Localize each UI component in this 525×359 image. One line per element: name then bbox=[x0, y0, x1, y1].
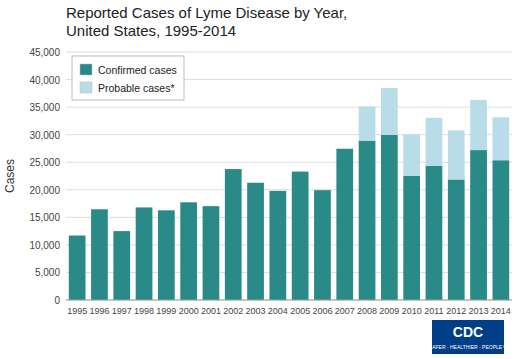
y-tick-label: 40,000 bbox=[29, 75, 60, 86]
bar bbox=[203, 206, 220, 300]
bar bbox=[136, 207, 153, 208]
bar bbox=[91, 209, 108, 300]
bar bbox=[180, 202, 197, 203]
x-tick-label: 2011 bbox=[424, 306, 443, 316]
bar bbox=[136, 207, 153, 300]
bar bbox=[314, 190, 331, 191]
grid-line bbox=[66, 272, 512, 273]
grid-line bbox=[66, 217, 512, 218]
bar bbox=[426, 118, 443, 166]
bar bbox=[113, 231, 130, 232]
x-tick-label: 1996 bbox=[89, 306, 109, 316]
bar bbox=[381, 88, 398, 135]
bar bbox=[448, 179, 465, 300]
y-tick-label: 35,000 bbox=[29, 102, 60, 113]
bar bbox=[381, 135, 398, 300]
x-tick-label: 2007 bbox=[335, 306, 355, 316]
x-tick-label: 1995 bbox=[67, 306, 87, 316]
y-tick-label: 0 bbox=[54, 295, 60, 306]
grid bbox=[66, 52, 512, 300]
title: Reported Cases of Lyme Disease by Year, bbox=[66, 4, 347, 21]
bar bbox=[225, 169, 242, 170]
bar bbox=[336, 148, 353, 149]
y-tick-label: 5,000 bbox=[35, 267, 60, 278]
y-tick-label: 45,000 bbox=[29, 47, 60, 58]
bars bbox=[69, 88, 509, 300]
bar bbox=[158, 210, 175, 300]
annotation: SAFER · HEALTHIER · PEOPLE™ bbox=[429, 344, 507, 350]
bar bbox=[292, 171, 309, 172]
bar bbox=[113, 231, 130, 300]
y-tick-label: 10,000 bbox=[29, 240, 60, 251]
grid-line bbox=[66, 107, 512, 108]
grid-line bbox=[66, 134, 512, 135]
bar bbox=[336, 149, 353, 300]
bar bbox=[470, 150, 487, 300]
bar bbox=[403, 134, 420, 175]
legend-swatch bbox=[80, 82, 92, 93]
y-tick-label: 30,000 bbox=[29, 130, 60, 141]
x-tick-label: 1999 bbox=[156, 306, 176, 316]
x-tick-label: 1998 bbox=[134, 306, 154, 316]
bar bbox=[269, 190, 286, 191]
x-tick-label: 2002 bbox=[223, 306, 243, 316]
x-tick-label: 2012 bbox=[446, 306, 466, 316]
y-tick-label: 20,000 bbox=[29, 185, 60, 196]
legend-label: Confirmed cases bbox=[98, 64, 177, 76]
bar bbox=[180, 202, 197, 300]
legend-swatch bbox=[80, 64, 92, 75]
x-tick-label: 2000 bbox=[179, 306, 199, 316]
page: {"chart_data": {"type": "bar", "stacked"… bbox=[0, 0, 525, 359]
grid-line bbox=[66, 52, 512, 53]
x-tick-label: 1997 bbox=[112, 306, 132, 316]
y-axis-label: Cases bbox=[3, 159, 17, 193]
bar bbox=[426, 166, 443, 300]
bar bbox=[69, 236, 86, 300]
annotation: CDC bbox=[453, 324, 483, 340]
bar bbox=[448, 130, 465, 179]
x-tick-label: 2013 bbox=[469, 306, 489, 316]
grid-line bbox=[66, 162, 512, 163]
x-tick-label: 2009 bbox=[379, 306, 399, 316]
subtitle: United States, 1995-2014 bbox=[66, 22, 236, 39]
chart: Reported Cases of Lyme Disease by Year,U… bbox=[0, 0, 525, 359]
x-tick-label: 2008 bbox=[357, 306, 377, 316]
bar bbox=[203, 206, 220, 207]
bar bbox=[359, 106, 376, 140]
legend: Confirmed cases Probable cases* bbox=[72, 56, 184, 100]
x-tick-label: 2005 bbox=[290, 306, 310, 316]
bar bbox=[470, 100, 487, 150]
x-tick-label: 2003 bbox=[246, 306, 266, 316]
bar bbox=[403, 176, 420, 300]
bar bbox=[292, 172, 309, 300]
y-tick-label: 15,000 bbox=[29, 212, 60, 223]
grid-line bbox=[66, 189, 512, 190]
x-tick-label: 2014 bbox=[491, 306, 511, 316]
bar bbox=[247, 183, 264, 300]
bar bbox=[492, 160, 509, 300]
bar bbox=[158, 210, 175, 211]
logo: CDC SAFER · HEALTHIER · PEOPLE™ bbox=[429, 320, 507, 354]
x-axis-line bbox=[66, 300, 512, 301]
bar bbox=[314, 190, 331, 300]
x-tick-label: 2004 bbox=[268, 306, 288, 316]
legend-frame bbox=[72, 56, 184, 100]
legend-label: Probable cases* bbox=[98, 82, 174, 94]
bar bbox=[247, 182, 264, 183]
bar bbox=[225, 169, 242, 300]
bar bbox=[269, 191, 286, 300]
bar bbox=[359, 141, 376, 300]
bar bbox=[91, 209, 108, 210]
grid-line bbox=[66, 300, 512, 301]
x-tick-label: 2001 bbox=[201, 306, 221, 316]
x-tick-label: 2010 bbox=[402, 306, 422, 316]
y-tick-label: 25,000 bbox=[29, 157, 60, 168]
x-tick-label: 2006 bbox=[312, 306, 332, 316]
bar bbox=[492, 117, 509, 160]
bar bbox=[69, 235, 86, 236]
grid-line bbox=[66, 244, 512, 245]
